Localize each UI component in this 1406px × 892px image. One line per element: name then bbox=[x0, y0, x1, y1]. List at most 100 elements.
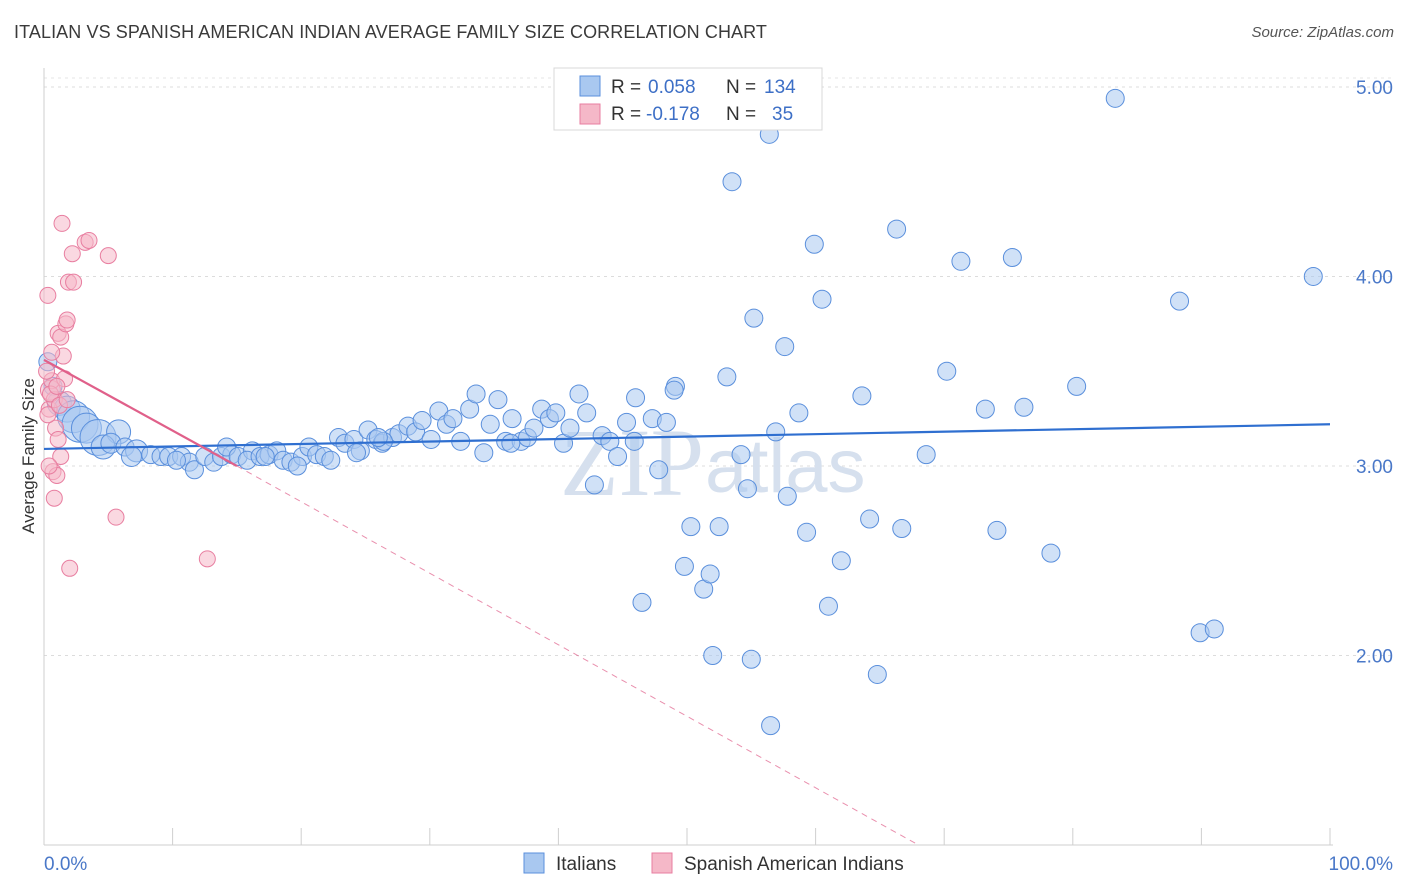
italians-point-132 bbox=[368, 428, 388, 448]
italians-point-118 bbox=[1002, 248, 1022, 268]
italians-point-100 bbox=[775, 337, 795, 357]
x-axis-ticks bbox=[43, 828, 1331, 845]
legend-r-label-2: R = bbox=[611, 104, 641, 125]
spanish-point-0 bbox=[39, 286, 57, 304]
italians-point-127 bbox=[703, 645, 723, 665]
italians-point-85 bbox=[656, 412, 676, 432]
italians-point-129 bbox=[761, 716, 781, 736]
italians-point-52 bbox=[412, 410, 432, 430]
grid-lines bbox=[44, 77, 1393, 656]
italians-point-82 bbox=[626, 388, 646, 408]
italians-point-32 bbox=[255, 447, 275, 466]
italians-point-123 bbox=[1170, 291, 1190, 311]
italians-point-107 bbox=[831, 551, 851, 571]
y-axis-label: Average Family Size bbox=[19, 378, 38, 534]
spanish-point-27 bbox=[198, 550, 216, 568]
legend-swatch-spanish bbox=[579, 103, 601, 125]
italians-point-60 bbox=[474, 443, 494, 463]
italians-point-120 bbox=[1041, 543, 1061, 563]
watermark: ZIP atlas bbox=[560, 409, 866, 516]
legend-n-label-1: N = bbox=[726, 77, 756, 98]
italians-point-13 bbox=[120, 446, 142, 467]
italians-point-112 bbox=[892, 519, 912, 539]
spanish-trend-line-extended bbox=[236, 465, 919, 846]
italians-point-84 bbox=[649, 460, 669, 480]
spanish-point-17 bbox=[43, 343, 61, 361]
spanish-point-30 bbox=[39, 406, 57, 424]
italians-point-102 bbox=[789, 403, 809, 423]
chart-title: ITALIAN VS SPANISH AMERICAN INDIAN AVERA… bbox=[14, 22, 768, 42]
spanish-point-31 bbox=[40, 457, 58, 475]
spanish-point-12 bbox=[53, 214, 71, 232]
italians-point-87 bbox=[664, 380, 684, 400]
bottom-legend-swatch-italians bbox=[523, 852, 545, 874]
italians-point-131 bbox=[501, 433, 521, 453]
spanish-point-11 bbox=[65, 273, 83, 291]
y-tick-label-3: 3.00 bbox=[1356, 457, 1393, 478]
legend-n-label-2: N = bbox=[726, 104, 756, 125]
italians-point-110 bbox=[867, 664, 887, 684]
italians-point-111 bbox=[887, 219, 907, 239]
bottom-legend-swatch-spanish bbox=[651, 852, 673, 874]
legend-n-value-2: 35 bbox=[772, 104, 793, 125]
legend-r-value-1: 0.058 bbox=[648, 77, 696, 98]
italians-point-121 bbox=[1067, 376, 1087, 396]
italians-point-75 bbox=[584, 475, 604, 495]
legend-swatch-italians bbox=[579, 75, 601, 97]
italians-point-103 bbox=[797, 522, 817, 542]
italians-point-79 bbox=[617, 412, 637, 432]
italians-point-88 bbox=[681, 517, 701, 537]
italians-point-19 bbox=[166, 450, 186, 470]
spanish-point-15 bbox=[80, 231, 98, 249]
italians-point-119 bbox=[1014, 397, 1034, 417]
italians-point-20 bbox=[184, 460, 204, 480]
italians-point-70 bbox=[546, 403, 566, 423]
italians-point-105 bbox=[812, 289, 832, 309]
italians-point-115 bbox=[951, 251, 971, 271]
spanish-point-25 bbox=[61, 559, 79, 577]
italians-point-89 bbox=[674, 556, 694, 576]
spanish-point-19 bbox=[49, 430, 67, 448]
italians-point-61 bbox=[480, 414, 500, 434]
spanish-point-9 bbox=[58, 311, 76, 329]
y-tick-label-2: 2.00 bbox=[1356, 646, 1393, 667]
spanish-point-26 bbox=[107, 508, 125, 526]
italians-point-99 bbox=[766, 422, 786, 442]
x-tick-label-100: 100.0% bbox=[1329, 854, 1394, 875]
series-italians-points bbox=[38, 88, 1323, 736]
italians-point-109 bbox=[860, 509, 880, 529]
italians-point-81 bbox=[632, 592, 652, 612]
spanish-point-24 bbox=[45, 489, 63, 507]
italians-point-128 bbox=[741, 649, 761, 669]
italians-point-122 bbox=[1105, 88, 1125, 108]
italians-point-77 bbox=[600, 431, 620, 451]
italians-point-94 bbox=[722, 172, 742, 192]
spanish-trend-line bbox=[43, 358, 238, 467]
italians-point-93 bbox=[717, 367, 737, 387]
italians-point-53 bbox=[421, 429, 441, 449]
italians-point-92 bbox=[709, 517, 729, 537]
italians-point-106 bbox=[818, 596, 838, 616]
italians-point-101 bbox=[777, 486, 797, 506]
italians-point-62 bbox=[488, 390, 508, 410]
italians-point-78 bbox=[608, 447, 628, 466]
spanish-point-34 bbox=[58, 391, 76, 409]
italians-point-91 bbox=[700, 564, 720, 584]
italians-point-95 bbox=[731, 445, 751, 465]
spanish-point-33 bbox=[38, 362, 56, 380]
bottom-legend: Italians Spanish American Indians bbox=[523, 852, 904, 875]
italians-point-72 bbox=[560, 418, 580, 438]
legend-r-label-1: R = bbox=[611, 77, 641, 98]
italians-point-97 bbox=[744, 308, 764, 328]
italians-point-108 bbox=[852, 386, 872, 406]
italians-point-59 bbox=[466, 384, 486, 404]
italians-point-116 bbox=[975, 399, 995, 419]
italians-point-36 bbox=[287, 456, 307, 476]
italians-point-73 bbox=[569, 384, 589, 404]
italians-point-64 bbox=[502, 409, 522, 429]
italians-point-104 bbox=[804, 234, 824, 254]
x-tick-label-0: 0.0% bbox=[44, 854, 87, 875]
italians-point-56 bbox=[443, 409, 463, 429]
spanish-point-29 bbox=[48, 377, 66, 395]
